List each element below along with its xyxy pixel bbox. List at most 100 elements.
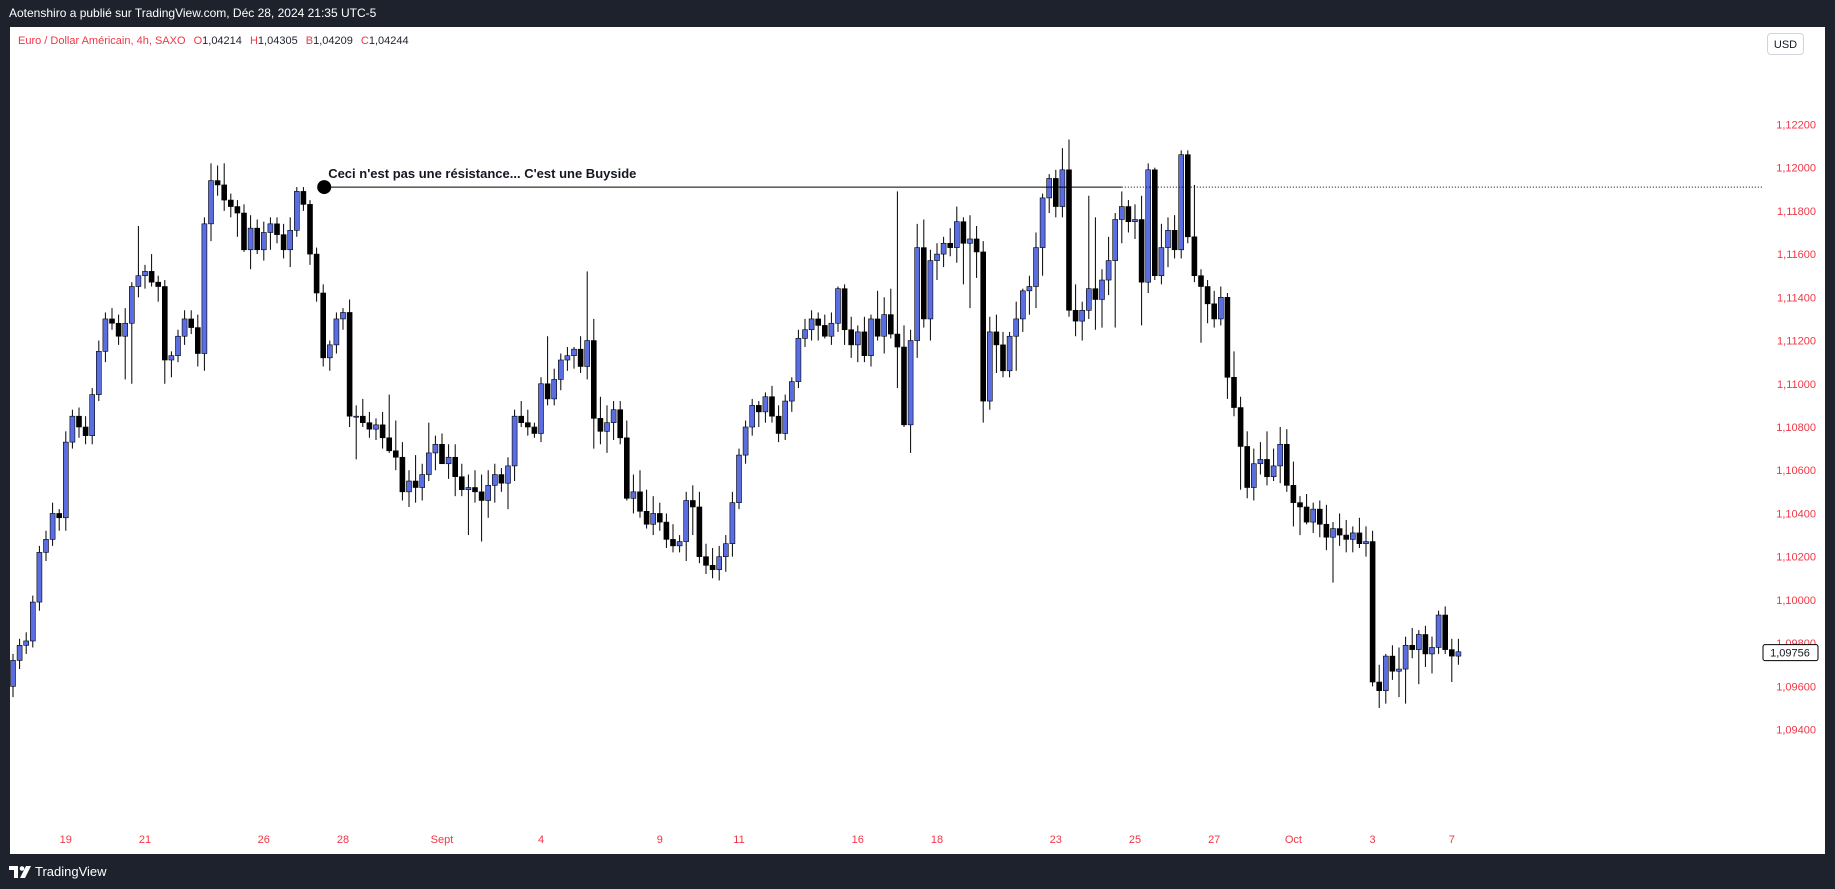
currency-button[interactable]: USD <box>1767 33 1804 55</box>
candle-body-down <box>544 383 551 400</box>
candle-body-down <box>1224 297 1231 378</box>
candle-body-up <box>1416 634 1422 650</box>
candle <box>1270 448 1277 482</box>
x-tick-label: 3 <box>1370 834 1376 846</box>
candle <box>62 431 69 531</box>
candle-body-up <box>1059 169 1066 207</box>
candle <box>234 200 241 237</box>
y-tick-label: 1,11800 <box>1777 206 1816 218</box>
candle-body-down <box>623 437 630 499</box>
candle-body-down <box>1244 446 1250 488</box>
candle <box>43 530 49 561</box>
candle <box>1013 301 1020 371</box>
candle <box>623 420 630 501</box>
candle-body-down <box>597 418 604 432</box>
candle <box>228 193 234 218</box>
candle-body-down <box>1171 230 1178 251</box>
candle <box>1284 429 1290 492</box>
candle <box>564 347 571 371</box>
candle-body-up <box>175 335 181 356</box>
candle-body-up <box>1019 290 1026 320</box>
candle-body-down <box>775 415 782 434</box>
candle <box>109 308 115 330</box>
candle <box>274 217 280 244</box>
candlestick-chart[interactable]: Ceci n'est pas une résistance... C'est u… <box>0 0 1835 854</box>
candle-body-down <box>472 487 478 493</box>
x-tick-label: Sept <box>431 834 454 846</box>
candle <box>1099 269 1105 328</box>
candle <box>1422 625 1429 667</box>
candle <box>610 401 617 440</box>
candle <box>1152 167 1158 281</box>
candle <box>1376 664 1382 708</box>
candle-body-down <box>452 456 459 478</box>
tradingview-brand[interactable]: TradingView <box>9 854 107 889</box>
candle <box>835 286 841 332</box>
candle-body-down <box>82 426 89 436</box>
candle-body-up <box>1145 169 1151 283</box>
candle <box>142 264 148 289</box>
candle <box>920 219 927 328</box>
candle-body-up <box>1046 178 1052 199</box>
legend-low-label: B <box>305 35 314 47</box>
candle-body-up <box>604 422 610 432</box>
x-tick-label: 16 <box>852 834 864 846</box>
candle <box>617 401 624 445</box>
candle-body-down <box>663 521 670 540</box>
candle <box>1158 223 1165 285</box>
candle-body-down <box>1000 344 1006 372</box>
candle <box>557 353 564 391</box>
candle-body-down <box>76 415 82 428</box>
candle-body-up <box>1383 655 1389 691</box>
candle-body-down <box>643 510 650 525</box>
candle-body-down <box>755 405 762 413</box>
candle <box>1198 269 1204 343</box>
candle <box>23 632 30 654</box>
candle <box>1000 331 1006 378</box>
y-tick-label: 1,11000 <box>1777 379 1816 391</box>
candle <box>881 297 888 354</box>
candle-body-up <box>742 426 749 456</box>
candle-body-up <box>353 415 360 418</box>
candle <box>49 502 56 546</box>
x-tick-label: 28 <box>337 834 349 846</box>
candle <box>775 405 782 443</box>
candle <box>1264 431 1270 486</box>
candle-body-down <box>115 322 122 337</box>
candle <box>1363 526 1369 557</box>
candle-body-up <box>986 331 993 402</box>
candle <box>498 468 505 492</box>
candle-body-up <box>1013 318 1020 337</box>
candle-body-up <box>1218 297 1224 320</box>
candle <box>155 275 161 302</box>
candle-body-up <box>1178 154 1184 251</box>
candle <box>689 485 696 536</box>
candle <box>749 398 756 436</box>
candle-body-up <box>828 322 835 337</box>
candle <box>716 545 723 581</box>
candle-body-up <box>716 556 723 570</box>
candle-body-down <box>815 318 822 326</box>
candle <box>960 217 967 285</box>
candle-body-down <box>274 223 280 235</box>
candle <box>168 351 175 378</box>
candle <box>406 470 412 507</box>
candle <box>815 312 822 341</box>
candle <box>703 543 709 574</box>
candle <box>1105 236 1112 296</box>
candle-body-up <box>881 314 888 337</box>
candle-body-up <box>538 383 544 434</box>
candle <box>208 163 214 242</box>
candle <box>102 312 109 363</box>
candle-body-up <box>1006 335 1013 372</box>
candle <box>1019 288 1026 332</box>
candle-body-up <box>676 541 683 547</box>
candle-body-down <box>1376 681 1382 691</box>
candle-body-up <box>584 340 591 367</box>
candle <box>1251 448 1257 501</box>
candle <box>1086 195 1092 319</box>
candle <box>181 310 188 345</box>
candle-body-up <box>795 338 802 382</box>
candle-body-up <box>168 355 175 361</box>
candle-body-down <box>1198 275 1204 287</box>
